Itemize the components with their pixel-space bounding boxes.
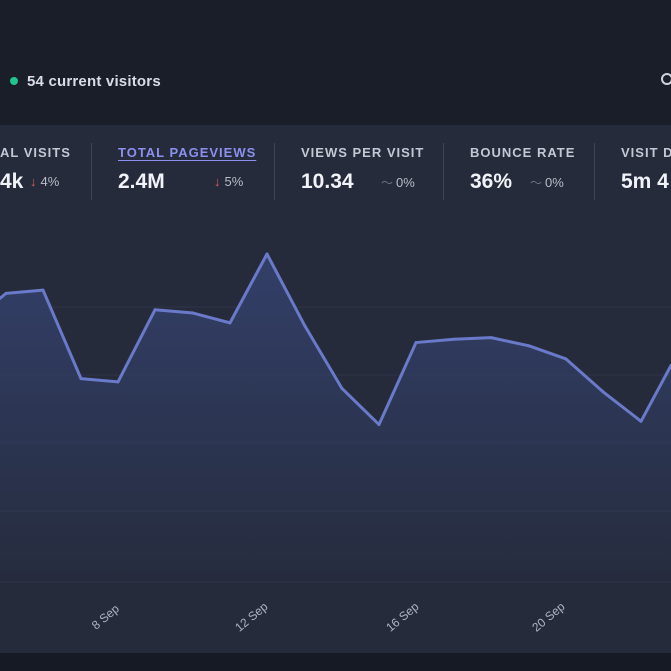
series-line: [0, 252, 671, 427]
data-point[interactable]: [377, 423, 381, 427]
data-point[interactable]: [564, 357, 568, 361]
x-tick-label: 12 Sep: [232, 599, 270, 634]
x-tick-label: 16 Sep: [383, 599, 421, 634]
stat-change: ↓ 4%: [30, 174, 59, 189]
bottom-strip: [0, 653, 671, 671]
data-point[interactable]: [41, 288, 45, 292]
data-point[interactable]: [414, 341, 418, 345]
data-point[interactable]: [639, 419, 643, 423]
stat-divider: [274, 143, 275, 200]
flat-trend-icon: 〜: [530, 176, 542, 190]
data-point[interactable]: [191, 311, 195, 315]
stat-change: ↓ 5%: [214, 174, 243, 189]
data-point[interactable]: [340, 386, 344, 390]
stat-change: 〜 0%: [530, 174, 564, 191]
stat-value: 2.4M: [118, 170, 165, 193]
data-point[interactable]: [265, 252, 269, 256]
data-point[interactable]: [79, 377, 83, 381]
data-point[interactable]: [228, 321, 232, 325]
stat-label: AL VISITS: [0, 145, 71, 160]
x-tick-label: 20 Sep: [529, 599, 567, 634]
stats-chart-card: AL VISITS 4k ↓ 4% TOTAL PAGEVIEWS 2.4M ↓ 5% VIEW…: [0, 125, 671, 653]
stat-divider: [443, 143, 444, 200]
stat-change-value: 5%: [224, 174, 244, 189]
stat-label: VIEWS PER VISIT: [301, 145, 425, 160]
stat-value: 4k: [0, 170, 24, 193]
stat-divider: [594, 143, 595, 200]
stat-change: 〜 0%: [381, 174, 415, 191]
flat-trend-icon: 〜: [381, 176, 393, 190]
live-indicator-dot: [10, 77, 18, 85]
data-point[interactable]: [153, 308, 157, 312]
stat-label: BOUNCE RATE: [470, 145, 576, 160]
data-point[interactable]: [489, 336, 493, 340]
chart-area-fill: [0, 254, 671, 582]
data-point[interactable]: [4, 291, 8, 295]
stat-value: 36%: [470, 170, 513, 193]
data-point[interactable]: [601, 390, 605, 394]
data-point[interactable]: [116, 380, 120, 384]
stat-change-value: 4%: [40, 174, 60, 189]
current-visitors[interactable]: 54 current visitors: [10, 71, 161, 91]
arrow-down-icon: ↓: [214, 174, 221, 189]
data-point[interactable]: [452, 337, 456, 341]
data-point[interactable]: [527, 344, 531, 348]
stat-change-value: 0%: [545, 175, 564, 190]
data-point[interactable]: [303, 324, 307, 328]
stat-label: TOTAL PAGEVIEWS: [118, 145, 257, 160]
stat-value: 5m 4: [621, 170, 669, 193]
arrow-down-icon: ↓: [30, 174, 37, 189]
current-visitors-label: 54 current visitors: [27, 72, 161, 90]
stat-value: 10.34: [301, 170, 354, 193]
top-bar: 54 current visitors: [0, 0, 671, 125]
pageviews-chart: 8 Sep 12 Sep 16 Sep 20 Sep: [0, 252, 671, 635]
search-icon[interactable]: [661, 73, 671, 85]
stat-divider: [91, 143, 92, 200]
x-tick-label: 8 Sep: [89, 601, 122, 632]
stat-change-value: 0%: [396, 175, 415, 190]
stat-label: VISIT D: [621, 145, 671, 160]
